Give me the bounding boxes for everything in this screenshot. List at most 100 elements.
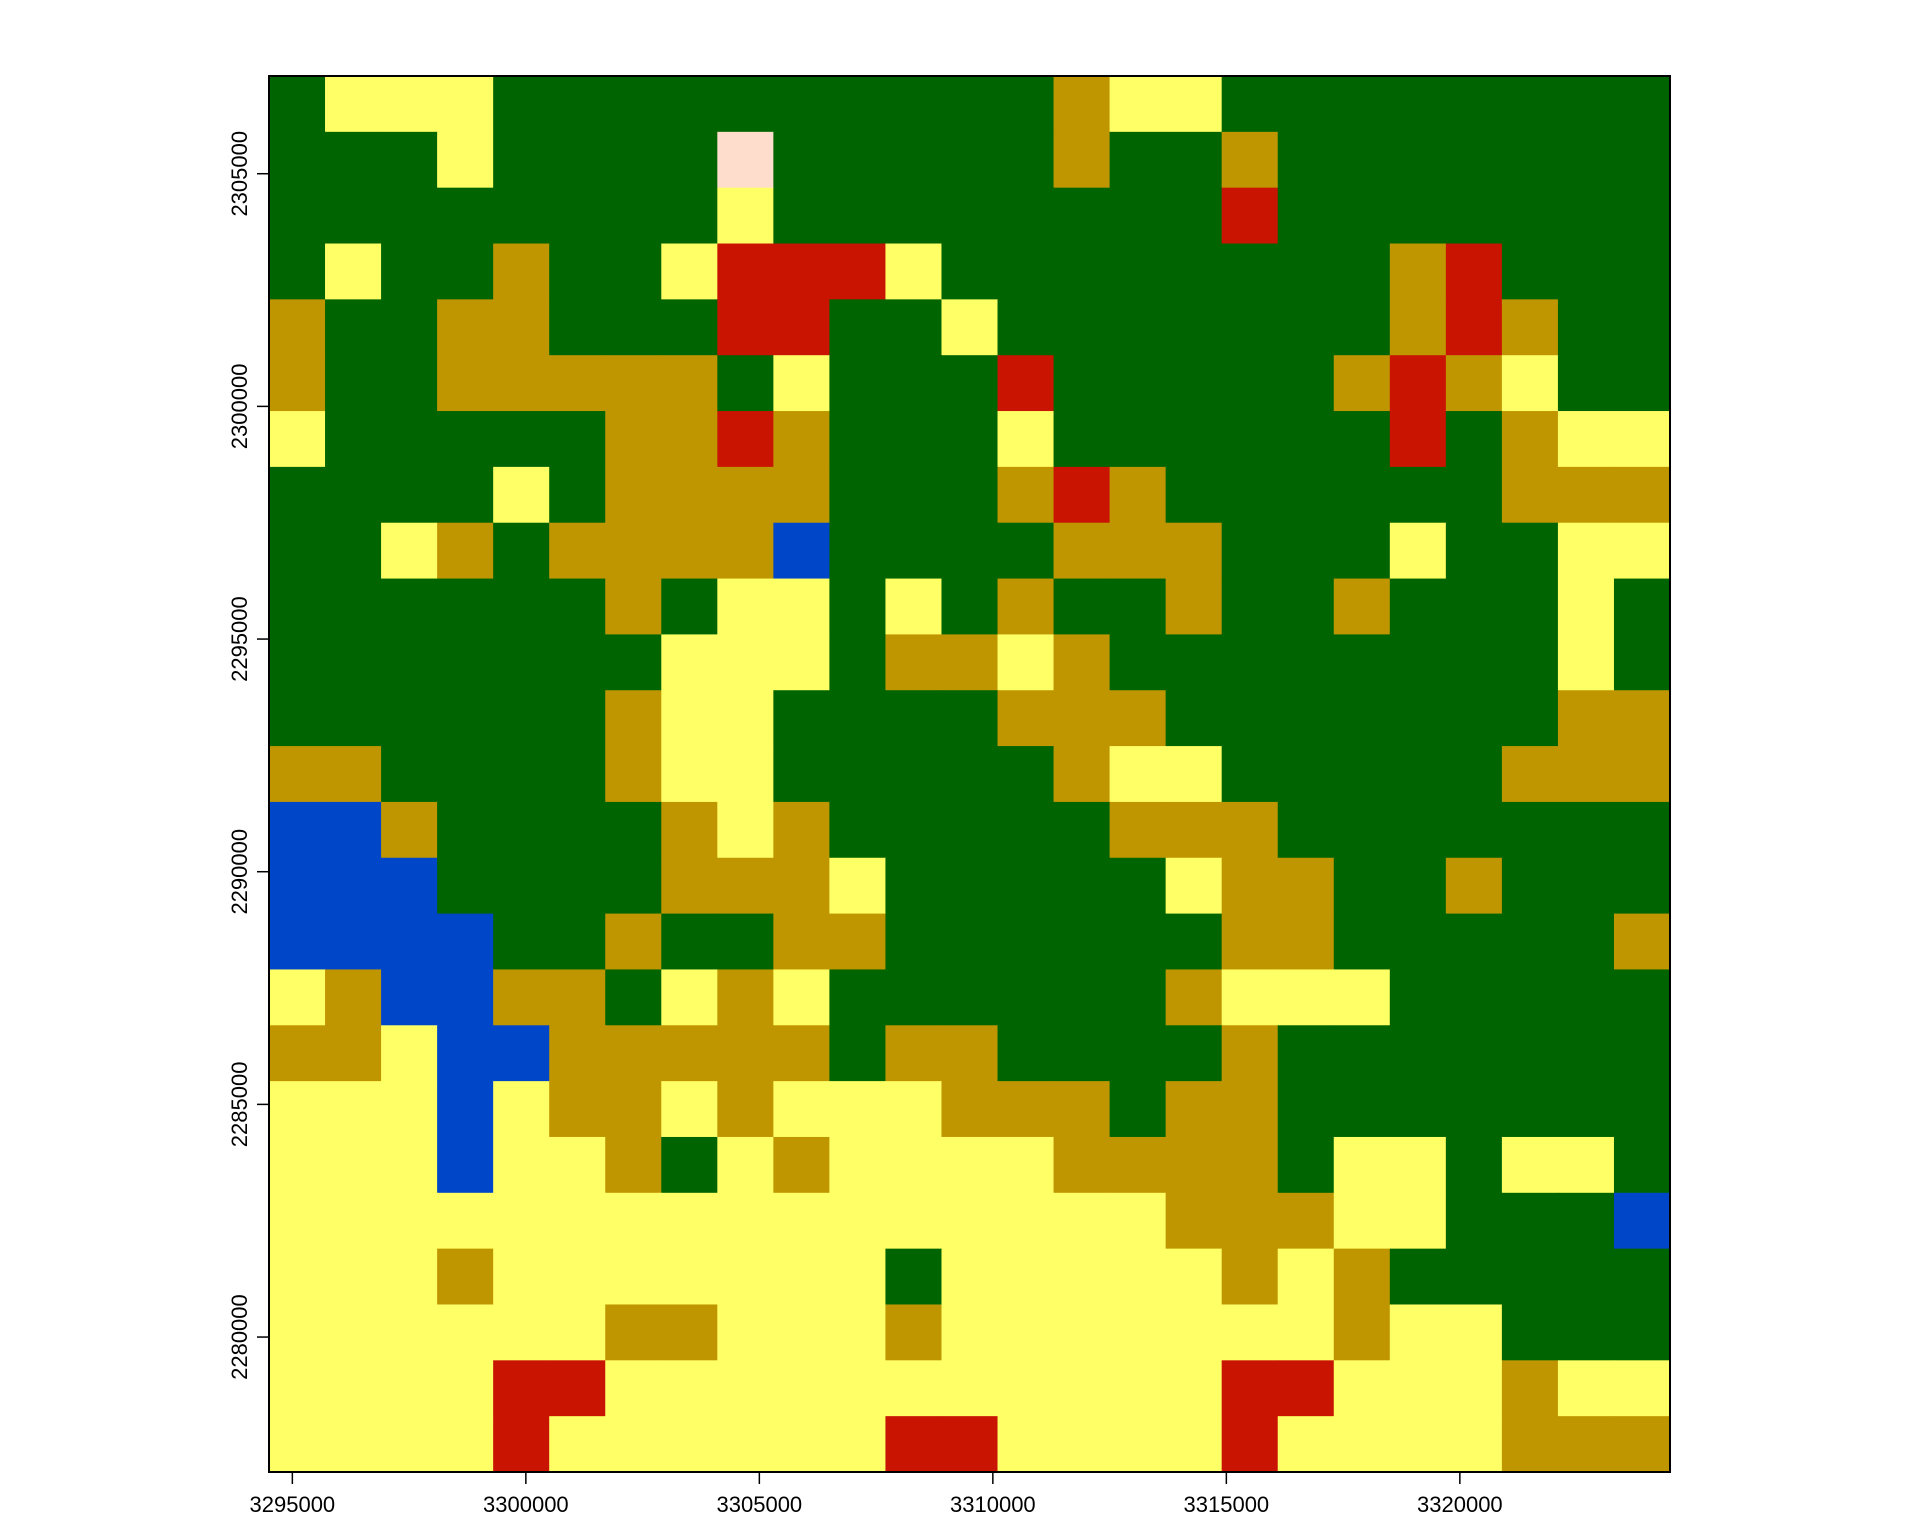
raster-cell: [269, 1416, 326, 1473]
raster-cell: [1389, 1416, 1447, 1473]
raster-cell: [1445, 355, 1503, 412]
raster-cell: [661, 634, 718, 691]
raster-cell: [1277, 131, 1335, 189]
raster-cell: [1445, 746, 1503, 803]
raster-cell: [325, 1192, 382, 1250]
raster-cell: [605, 1360, 662, 1417]
raster-cell: [605, 1025, 662, 1082]
raster-cell: [381, 187, 438, 245]
raster-cell: [1053, 355, 1111, 412]
x-tick-label: 3300000: [483, 1492, 569, 1517]
raster-cell: [1557, 969, 1615, 1026]
raster-cell: [1613, 1304, 1671, 1361]
raster-cell: [941, 690, 999, 747]
raster-cell: [437, 243, 494, 300]
raster-cell: [1389, 801, 1447, 859]
raster-cell: [1501, 243, 1559, 300]
raster-cell: [437, 1360, 494, 1417]
raster-cell: [325, 131, 382, 189]
raster-cell: [1165, 1248, 1223, 1306]
raster-cell: [1053, 913, 1111, 971]
raster-cell: [381, 1192, 438, 1250]
raster-cell: [1333, 746, 1391, 803]
raster-cell: [1221, 187, 1279, 245]
raster-cell: [1053, 187, 1111, 245]
raster-cell: [941, 1136, 999, 1194]
raster-cell: [1501, 578, 1559, 635]
raster-cell: [941, 187, 999, 245]
raster-cell: [1109, 187, 1167, 245]
raster-cell: [1333, 1360, 1391, 1417]
raster-cell: [493, 801, 550, 859]
raster-cell: [325, 578, 382, 635]
raster-cell: [941, 466, 999, 524]
raster-cell: [1389, 243, 1447, 300]
raster-cell: [437, 1304, 494, 1361]
raster-cell: [829, 746, 887, 803]
raster-cell: [885, 522, 943, 580]
raster-cell: [1501, 466, 1559, 524]
raster-cell: [997, 355, 1055, 412]
raster-cell: [773, 466, 830, 524]
raster-cell: [1389, 1025, 1447, 1082]
raster-cell: [1445, 634, 1503, 691]
raster-cell: [661, 243, 718, 300]
raster-cell: [1333, 913, 1391, 971]
raster-cell: [605, 522, 662, 580]
raster-cell: [1613, 1081, 1671, 1138]
raster-cell: [1277, 1248, 1335, 1306]
raster-cell: [549, 1081, 606, 1138]
raster-cell: [437, 578, 494, 635]
raster-cell: [549, 969, 606, 1026]
raster-cell: [1613, 411, 1671, 468]
raster-cell: [941, 969, 999, 1026]
raster-cell: [1333, 1136, 1391, 1194]
raster-cell: [1333, 466, 1391, 524]
raster-cell: [1109, 355, 1167, 412]
raster-cell: [829, 1248, 887, 1306]
raster-cell: [1221, 76, 1279, 133]
raster-cell: [493, 690, 550, 747]
raster-cell: [549, 76, 606, 133]
raster-cell: [1277, 355, 1335, 412]
raster-cell: [1277, 1025, 1335, 1082]
raster-cell: [1053, 131, 1111, 189]
raster-cell: [1165, 522, 1223, 580]
raster-cell: [1165, 969, 1223, 1026]
raster-cell: [1165, 411, 1223, 468]
raster-cell: [437, 355, 494, 412]
raster-cell: [1445, 690, 1503, 747]
raster-cell: [717, 1416, 774, 1473]
x-tick-label: 3315000: [1184, 1492, 1270, 1517]
raster-cell: [1277, 522, 1335, 580]
y-tick-label: 2300000: [227, 364, 252, 450]
raster-cell: [1557, 243, 1615, 300]
raster-cell: [885, 1416, 943, 1473]
raster-cell: [1445, 1416, 1503, 1473]
raster-cell: [1445, 466, 1503, 524]
raster-cell: [1277, 1304, 1335, 1361]
raster-cell: [829, 801, 887, 859]
raster-cell: [493, 1025, 550, 1082]
raster-cell: [1165, 299, 1223, 356]
raster-cell: [1109, 299, 1167, 356]
raster-cell: [1557, 187, 1615, 245]
raster-cell: [1389, 578, 1447, 635]
raster-cell: [941, 801, 999, 859]
raster-cell: [493, 187, 550, 245]
raster-cell: [381, 1416, 438, 1473]
raster-cell: [1389, 1081, 1447, 1138]
raster-cell: [1445, 299, 1503, 356]
raster-cell: [1389, 1136, 1447, 1194]
raster-cell: [717, 522, 774, 580]
raster-cell: [269, 857, 326, 915]
raster-cell: [717, 243, 774, 300]
raster-cell: [269, 1360, 326, 1417]
raster-cell: [885, 1081, 943, 1138]
raster-cell: [941, 131, 999, 189]
raster-cell: [437, 857, 494, 915]
raster-cell: [381, 634, 438, 691]
raster-cell: [1613, 690, 1671, 747]
raster-cell: [493, 243, 550, 300]
raster-cell: [1389, 746, 1447, 803]
